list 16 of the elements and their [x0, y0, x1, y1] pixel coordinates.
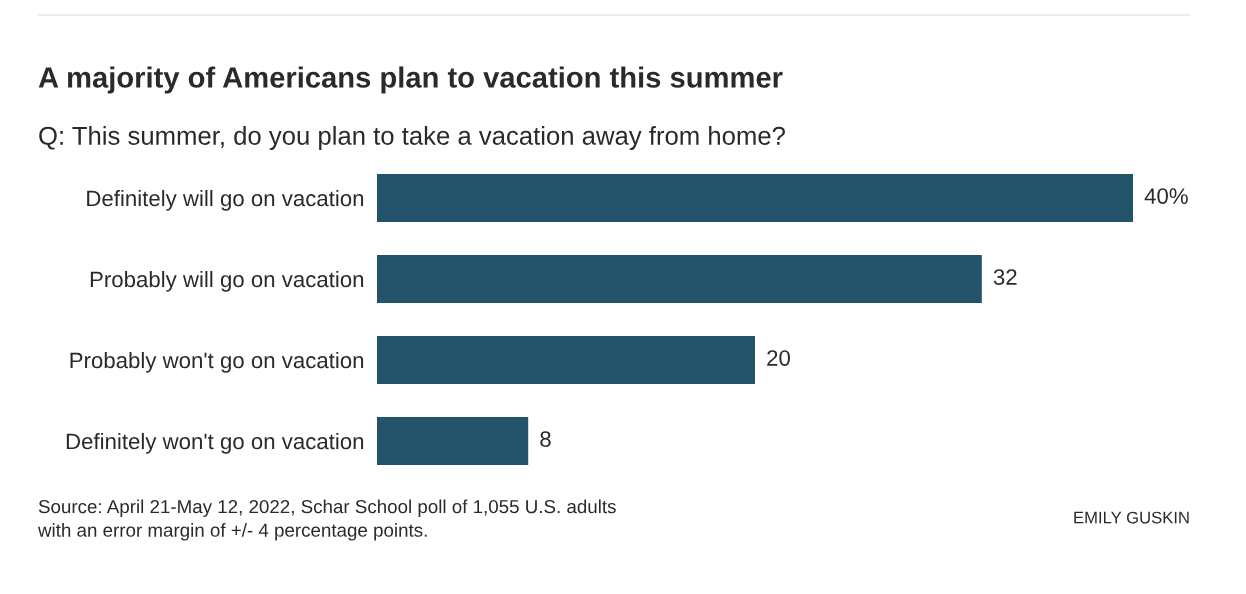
chart-title: A majority of Americans plan to vacation this summer — [38, 66, 783, 94]
chart-subtitle: Q: This summer, do you plan to take a vacation away from home? — [39, 126, 785, 150]
text: EMILY GUSKIN — [1074, 511, 1189, 524]
bar — [377, 174, 1133, 222]
data-label: 20 — [767, 350, 790, 366]
y-tick-label: Definitely won't go on vacation — [66, 432, 364, 454]
y-tick-label: Probably won't go on vacation — [70, 351, 364, 373]
bar — [377, 336, 755, 384]
y-tick-label: Definitely will go on vacation — [87, 189, 364, 211]
data-label: 40% — [1144, 188, 1188, 204]
data-label: 8 — [540, 431, 551, 447]
data-label: 32 — [993, 269, 1017, 285]
y-tick-label: Probably will go on vacation — [90, 270, 364, 292]
bar — [377, 255, 982, 303]
bar — [377, 417, 529, 465]
source-note: Source: April 21-May 12, 2022, Schar School poll of 1,055 U.S. adults with an error margin of +/- 4 percentage points. — [37, 499, 616, 541]
